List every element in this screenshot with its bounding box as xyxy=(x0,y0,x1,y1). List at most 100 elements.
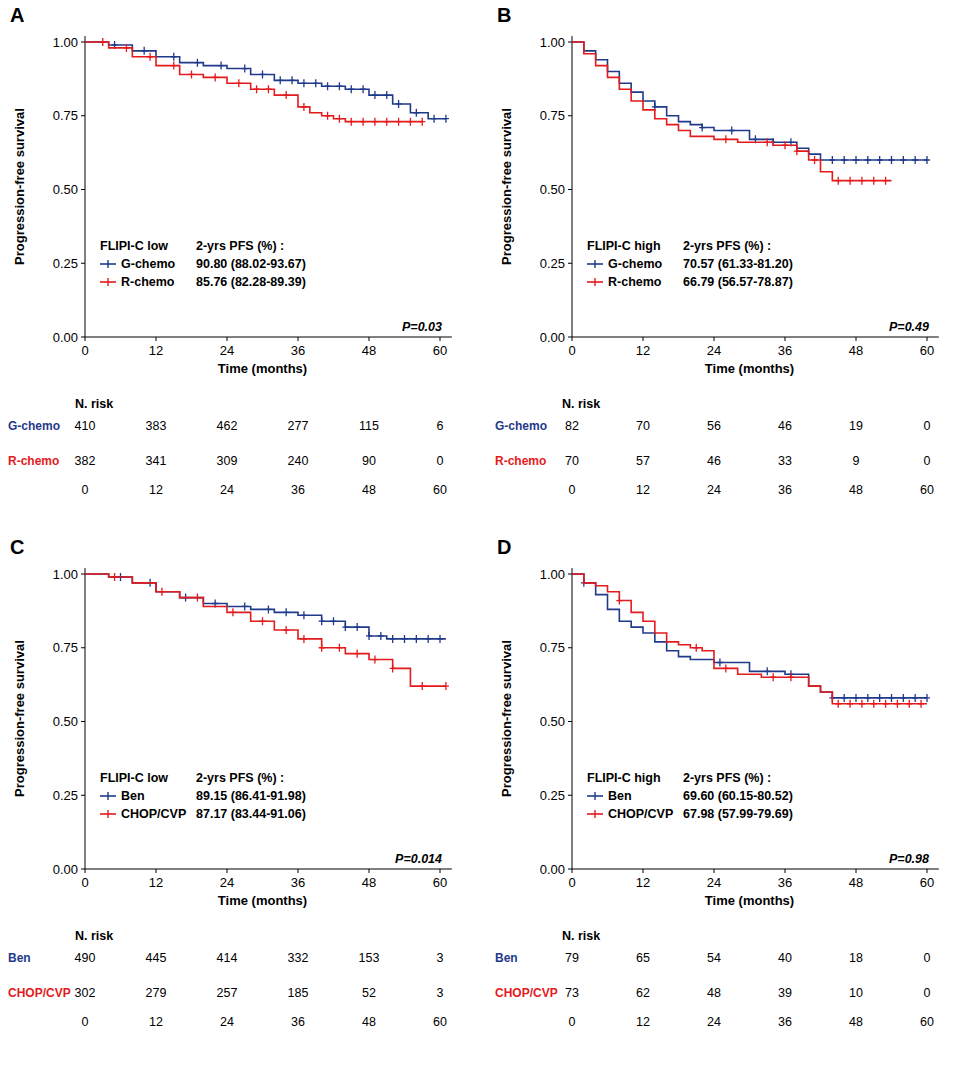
p-value: P=0.014 xyxy=(395,852,442,866)
censor-tick xyxy=(865,697,871,698)
censor-tick xyxy=(378,635,384,636)
censor-tick xyxy=(407,121,413,122)
censor-tick xyxy=(918,703,924,704)
censor-tick xyxy=(301,83,307,84)
risk-count: 46 xyxy=(707,454,721,468)
risk-count: 40 xyxy=(778,951,792,965)
censor-tick xyxy=(924,159,930,160)
risk-time-label: 0 xyxy=(82,483,89,497)
censor-tick xyxy=(906,703,912,704)
y-tick xyxy=(81,115,85,116)
censor-mark xyxy=(841,694,847,702)
legend-label: Ben xyxy=(121,789,145,803)
risk-count: 54 xyxy=(707,951,721,965)
y-tick-label: 0.00 xyxy=(53,330,78,345)
risk-count: 9 xyxy=(853,454,860,468)
risk-count: 279 xyxy=(146,986,167,1000)
y-tick-label: 0.00 xyxy=(540,862,565,877)
x-axis-title: Time (months) xyxy=(705,361,794,376)
x-axis-title: Time (months) xyxy=(218,893,307,908)
censor-tick xyxy=(419,121,425,122)
censor-mark xyxy=(325,82,331,90)
censor-mark xyxy=(443,682,449,690)
censor-mark xyxy=(372,91,378,99)
censor-mark xyxy=(616,597,622,605)
censor-tick xyxy=(396,103,402,104)
censor-tick xyxy=(912,159,918,160)
censor-mark xyxy=(378,632,384,640)
censor-mark xyxy=(924,156,930,164)
x-tick-label: 48 xyxy=(362,875,376,890)
survival-curve xyxy=(572,42,892,181)
x-tick xyxy=(227,869,228,873)
y-tick-label: 0.50 xyxy=(540,182,565,197)
x-axis xyxy=(85,337,452,338)
censor-tick xyxy=(212,603,218,604)
risk-table-title: N. risk xyxy=(75,397,113,411)
censor-mark xyxy=(331,617,337,625)
y-tick xyxy=(81,189,85,190)
legend-title: FLIPI-C low xyxy=(100,771,168,785)
censor-mark xyxy=(384,118,390,126)
risk-count: 462 xyxy=(217,419,238,433)
legend-swatch xyxy=(107,810,108,818)
risk-time-label: 36 xyxy=(291,483,305,497)
censor-mark xyxy=(764,667,770,675)
background xyxy=(0,0,973,1065)
risk-count: 414 xyxy=(217,951,238,965)
censor-mark xyxy=(112,573,118,581)
x-tick xyxy=(369,869,370,873)
y-tick-label: 0.75 xyxy=(53,640,78,655)
censor-tick xyxy=(112,576,118,577)
risk-time-label: 24 xyxy=(220,1015,234,1029)
legend-pfs: 69.60 (60.15-80.52) xyxy=(683,789,793,803)
censor-mark xyxy=(431,115,437,123)
censor-mark xyxy=(425,635,431,643)
legend-label: G-chemo xyxy=(121,257,176,271)
censor-mark xyxy=(260,70,266,78)
censor-tick xyxy=(835,703,841,704)
risk-time-label: 0 xyxy=(82,1015,89,1029)
censor-tick xyxy=(770,677,776,678)
censor-mark xyxy=(865,694,871,702)
y-tick xyxy=(568,574,572,575)
risk-count: 79 xyxy=(565,951,579,965)
censor-tick xyxy=(366,635,372,636)
censor-mark xyxy=(189,70,195,78)
risk-count: 3 xyxy=(437,951,444,965)
risk-count: 10 xyxy=(849,986,863,1000)
censor-tick xyxy=(812,159,818,160)
risk-table-title: N. risk xyxy=(562,397,600,411)
censor-tick xyxy=(717,662,723,663)
risk-time-label: 36 xyxy=(778,1015,792,1029)
censor-mark xyxy=(360,85,366,93)
censor-mark xyxy=(147,53,153,61)
y-tick-label: 1.00 xyxy=(540,567,565,582)
censor-tick xyxy=(877,697,883,698)
y-tick-label: 0.25 xyxy=(540,788,565,803)
censor-mark xyxy=(853,156,859,164)
censor-tick xyxy=(894,703,900,704)
legend-pfs: 89.15 (86.41-91.98) xyxy=(196,789,306,803)
y-tick xyxy=(81,869,85,870)
y-tick-label: 0.50 xyxy=(53,714,78,729)
x-tick xyxy=(785,337,786,341)
censor-mark xyxy=(723,664,729,672)
censor-mark xyxy=(319,644,325,652)
panel: C0.000.250.500.751.0001224364860Time (mo… xyxy=(8,536,452,1029)
censor-mark xyxy=(402,635,408,643)
legend-pfs: 85.76 (82.28-89.39) xyxy=(196,275,306,289)
censor-tick xyxy=(360,89,366,90)
risk-time-label: 12 xyxy=(636,1015,650,1029)
censor-tick xyxy=(100,41,106,42)
censor-mark xyxy=(336,115,342,123)
censor-tick xyxy=(829,159,835,160)
censor-tick xyxy=(283,629,289,630)
censor-mark xyxy=(717,659,723,667)
censor-tick xyxy=(425,638,431,639)
risk-count: 6 xyxy=(437,419,444,433)
censor-tick xyxy=(319,647,325,648)
y-tick xyxy=(81,721,85,722)
censor-tick xyxy=(260,74,266,75)
y-tick-label: 0.50 xyxy=(53,182,78,197)
